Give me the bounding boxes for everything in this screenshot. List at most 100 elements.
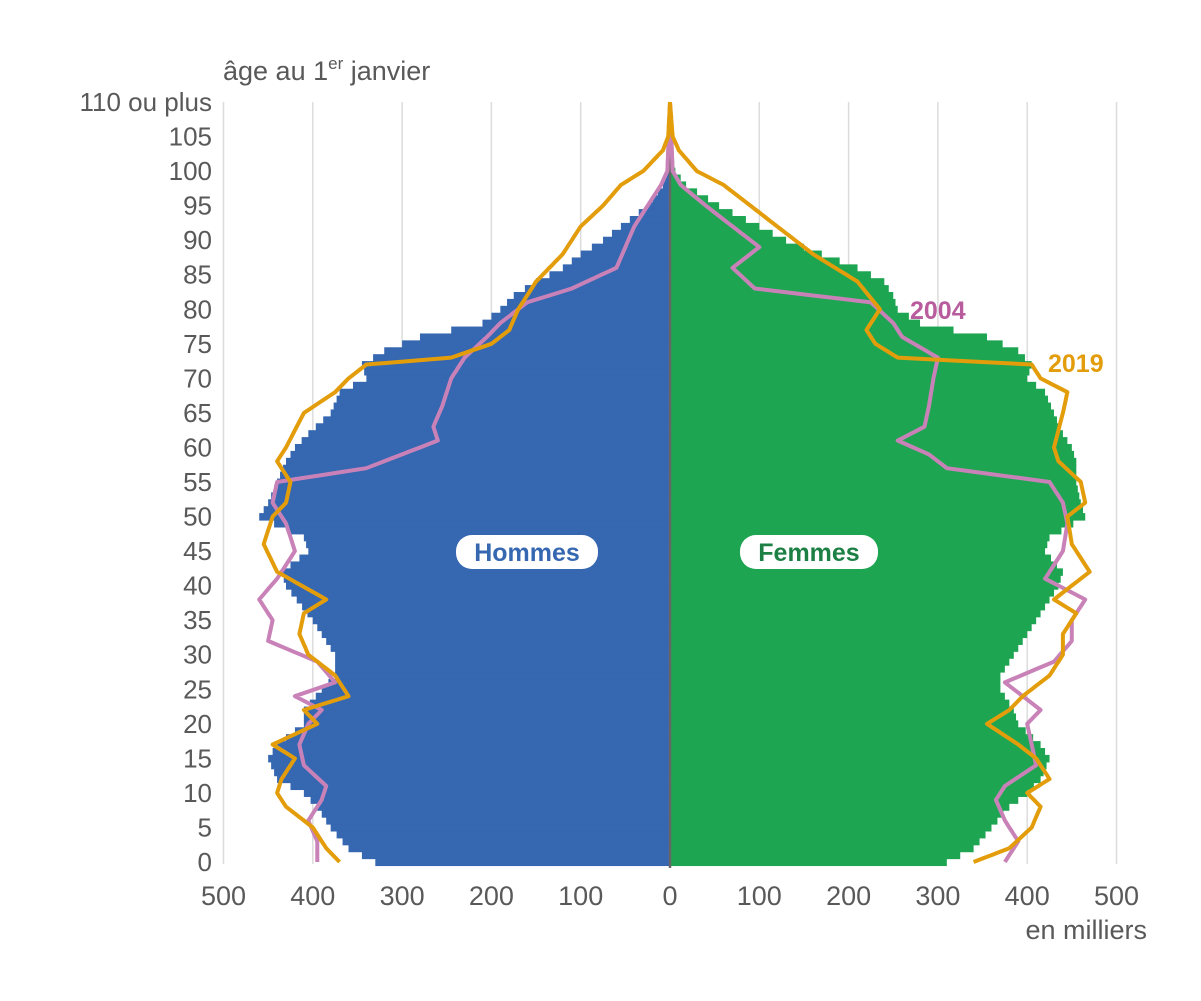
bar-femmes [670,499,1081,507]
bar-hommes [482,319,670,328]
bar-hommes [317,623,670,632]
bar-hommes [603,236,670,245]
label-hommes-text: Hommes [474,539,580,567]
bar-hommes [348,844,670,853]
y-tick-label: 15 [183,743,212,773]
bar-hommes [271,761,670,770]
bar-hommes [652,195,670,203]
bar-femmes [670,278,885,286]
line-2019-femmes [668,101,1092,864]
y-tick-label: 70 [183,363,212,393]
bar-hommes [263,506,670,514]
line-label-2019: 2019 [1048,350,1104,378]
bar-hommes [335,658,670,666]
bar-hommes [361,851,670,860]
bar-femmes [670,672,1001,680]
bar-femmes [670,754,1050,763]
y-axis-title-end: janvier [343,56,430,86]
bar-femmes [670,471,1077,480]
bar-hommes [330,644,670,652]
bar-hommes [364,368,670,376]
bar-hommes [268,499,670,507]
bar-femmes [670,444,1072,452]
y-tick-label: 100 [169,156,212,186]
bar-femmes [670,450,1075,459]
label-femmes-text: Femmes [758,539,859,567]
bar-femmes [670,243,804,252]
bar-femmes [670,437,1068,445]
bar-femmes [670,395,1049,404]
bar-femmes [670,229,773,238]
bar-hommes [290,782,670,791]
y-tick-label: 40 [183,571,212,601]
bar-hommes [291,589,670,597]
bar-femmes [670,209,733,217]
bar-femmes [670,658,1010,666]
bar-femmes [670,485,1078,493]
bar-hommes [277,741,670,749]
bar-hommes [335,651,670,659]
bar-hommes [620,222,670,231]
bar-femmes [670,312,909,321]
line-2019-hommes [261,101,672,864]
bar-hommes [286,457,670,466]
bar-hommes [402,340,670,348]
bar-femmes [670,333,988,341]
bar-femmes [670,354,1025,362]
bar-femmes [670,824,992,832]
bar-femmes [670,609,1041,618]
bar-hommes [286,734,670,742]
bar-femmes [670,589,1054,597]
bar-hommes [419,333,670,341]
bar-femmes [670,692,1005,701]
y-tick-label: 10 [183,778,212,808]
bar-femmes [670,582,1059,590]
bar-femmes [670,575,1061,583]
bar-hommes [272,748,670,756]
bar-femmes [670,685,1001,694]
bar-femmes [670,630,1028,639]
x-tick-label: 100 [558,881,603,911]
bar-femmes [670,713,1017,721]
x-tick-label: 500 [1094,881,1139,911]
y-tick-label: 5 [198,812,212,842]
x-tick-label: 400 [1005,881,1050,911]
bar-hommes [283,464,670,473]
y-tick-label: 110 ou plus [79,87,212,117]
x-axis-unit-label: en milliers [1025,915,1147,945]
bar-hommes [277,478,670,487]
y-tick-label: 50 [183,502,212,532]
bar-hommes [294,727,670,735]
bar-hommes [321,810,670,818]
bar-femmes [670,651,1014,659]
y-axis-title-superscript: er [328,54,343,73]
bar-hommes [524,285,670,293]
x-tick-label: 100 [737,881,782,911]
bar-hommes [290,450,670,459]
bar-femmes [670,768,1044,777]
bar-femmes [670,803,1010,811]
bar-femmes [670,492,1080,500]
x-tick-label: 200 [469,881,514,911]
bar-femmes [670,292,894,300]
bar-femmes [670,837,980,846]
bar-femmes [670,222,760,231]
bar-hommes [274,520,670,528]
bar-hommes [336,395,670,404]
bar-hommes [366,374,670,383]
bar-femmes [670,188,698,196]
x-tick-label: 300 [380,881,425,911]
bar-femmes [670,423,1060,431]
y-tick-label: 105 [169,122,212,152]
bar-femmes [670,596,1050,604]
bar-hommes [665,174,670,183]
bar-femmes [670,844,974,853]
bar-femmes [670,782,1034,791]
bar-hommes [301,437,670,445]
bar-hommes [638,209,670,217]
bar-femmes [670,720,1019,728]
bar-hommes [657,188,670,196]
bar-femmes [670,181,687,189]
bar-femmes [670,257,840,265]
